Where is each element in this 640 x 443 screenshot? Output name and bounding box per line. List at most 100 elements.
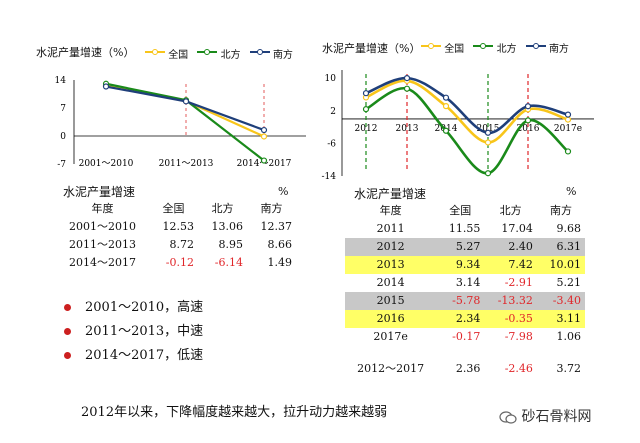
table-cell: -2.46	[504, 362, 533, 375]
series-line	[365, 79, 569, 144]
right-line-chart: 102-6-14201220132014201520162017e	[322, 70, 594, 182]
left-chart-title: 水泥产量增速（%）	[36, 46, 135, 59]
data-point	[564, 116, 572, 123]
data-point	[260, 133, 268, 140]
data-point	[362, 90, 370, 97]
table-cell: -13.32	[484, 292, 537, 310]
table-cell: 7.42	[484, 256, 537, 274]
data-point	[484, 129, 492, 136]
data-point	[564, 148, 572, 155]
left-line-chart: 14 7 0 -7 2001～2010 2011～2013 2014～2017	[55, 76, 306, 170]
table-cell: 2.34	[436, 310, 485, 328]
data-point	[484, 139, 492, 146]
table-header-cell: 年度	[91, 202, 114, 215]
x-tick-label: 2011～2013	[159, 159, 214, 169]
x-tick-label: 2015	[477, 124, 500, 134]
table-header-cell: 南方	[549, 204, 572, 217]
data-point	[403, 75, 411, 82]
table-cell: 3.11	[536, 310, 585, 328]
x-tick-label: 2013	[396, 124, 419, 134]
x-tick-label: 2017e	[554, 124, 582, 134]
legend-north-marker	[473, 42, 494, 53]
table-cell: 2017e	[373, 330, 408, 343]
table-header-cell: 年度	[379, 204, 402, 217]
table-cell: 2013	[345, 256, 437, 274]
y-tick-label: -14	[322, 172, 337, 182]
table-cell: 10.01	[536, 256, 585, 274]
series-line	[365, 76, 569, 135]
y-tick-label: -6	[327, 139, 336, 149]
legend-all-marker	[145, 48, 165, 59]
table-cell: 2.36	[455, 362, 481, 375]
table-row: 2011 11.55 17.04 9.68	[345, 220, 585, 238]
table-row: 2014～2017 -0.12 -6.14 1.49	[56, 254, 296, 272]
x-tick-label: 2012	[355, 124, 378, 134]
table-cell: -0.17	[452, 330, 481, 343]
left-table-unit: %	[278, 185, 289, 198]
table-cell: 13.06	[211, 220, 243, 233]
right-data-table: 年度 全国 北方 南方 2011 11.55 17.04 9.68 2012 5.27 2.40 6.…	[345, 202, 585, 378]
data-point	[442, 103, 450, 110]
table-cell: -0.35	[484, 310, 537, 328]
bullet-dot-icon	[64, 304, 71, 311]
table-cell: -0.12	[165, 256, 194, 269]
table-cell: 3.72	[556, 362, 582, 375]
series-line	[105, 85, 265, 132]
data-point	[484, 170, 492, 177]
data-point	[362, 106, 370, 113]
table-cell: 8.72	[169, 238, 195, 251]
table-cell: 2015	[345, 292, 437, 310]
legend-south-marker	[249, 48, 270, 59]
right-chart-title: 水泥产量增速（%）	[322, 42, 421, 55]
bullet-item: 2001～2010，高速	[64, 296, 203, 320]
table-row: 2012～2017 2.36 -2.46 3.72	[345, 346, 585, 378]
left-legend: 全国 北方 南方	[145, 46, 293, 61]
table-cell: 12.53	[162, 220, 195, 233]
data-point	[524, 117, 532, 124]
table-cell: -7.98	[504, 330, 533, 343]
left-table-title: 水泥产量增速	[63, 185, 136, 199]
series-line	[105, 84, 265, 138]
legend-south-label: 南方	[548, 44, 569, 55]
legend-all-label: 全国	[444, 44, 465, 55]
table-header-cell: 全国	[449, 204, 472, 217]
table-cell: 9.68	[556, 222, 582, 235]
table-header-cell: 南方	[260, 202, 283, 215]
table-cell: -6.14	[214, 256, 243, 269]
data-point	[442, 94, 450, 101]
table-row: 2015 -5.78 -13.32 -3.40	[345, 292, 585, 310]
table-cell: 2012	[345, 238, 437, 256]
right-table-title: 水泥产量增速	[354, 187, 427, 201]
table-cell: 1.49	[267, 256, 293, 269]
y-tick-label: 7	[60, 104, 66, 114]
table-cell: -3.40	[536, 292, 585, 310]
table-row: 2012 5.27 2.40 6.31	[345, 238, 585, 256]
left-data-table: 年度 全国 北方 南方 2001～2010 12.53 13.06 12.37 2011～201…	[56, 200, 296, 272]
table-cell: 2001～2010	[69, 220, 136, 233]
footer-caption: 2012年以来，下降幅度越来越大，拉升动力越来越弱	[81, 405, 388, 420]
table-row: 2011～2013 8.72 8.95 8.66	[56, 236, 296, 254]
watermark: 砂石骨料网	[499, 406, 591, 426]
y-tick-label: 0	[60, 132, 66, 142]
bullet-dot-icon	[64, 328, 71, 335]
right-legend: 全国 北方 南方	[421, 40, 569, 55]
table-header-row: 年度 全国 北方 南方	[345, 202, 585, 220]
table-row: 2013 9.34 7.42 10.01	[345, 256, 585, 274]
data-point	[260, 126, 268, 134]
data-point	[524, 103, 532, 110]
table-cell: 12.37	[260, 220, 293, 233]
table-header-cell: 北方	[211, 202, 234, 215]
data-point	[442, 127, 450, 134]
data-point	[260, 157, 268, 164]
table-cell: -2.91	[504, 276, 533, 289]
bullet-item: 2011～2013，中速	[64, 320, 203, 344]
table-cell: 3.14	[455, 276, 481, 289]
table-header-cell: 北方	[499, 204, 522, 217]
legend-north-marker	[197, 48, 218, 59]
table-row: 2016 2.34 -0.35 3.11	[345, 310, 585, 328]
y-tick-label: -7	[57, 160, 66, 170]
table-row: 2017e -0.17 -7.98 1.06	[345, 328, 585, 346]
table-cell: 6.31	[536, 238, 585, 256]
table-cell: 2016	[345, 310, 437, 328]
table-header-row: 年度 全国 北方 南方	[56, 200, 296, 218]
